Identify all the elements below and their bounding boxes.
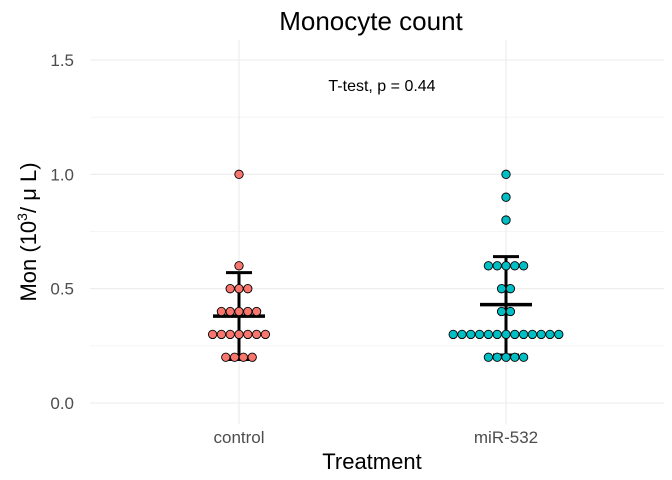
data-point [216,306,227,317]
data-point [234,261,244,271]
data-point [518,352,529,362]
y-tick-label: 1.0 [50,165,74,184]
data-point [527,329,538,340]
data-point [221,352,231,362]
data-point [510,352,520,362]
y-axis-title: Mon (103/ μ L) [14,162,41,301]
data-point [234,284,244,294]
summary-bars [213,255,532,362]
data-point [234,306,244,317]
data-point [457,329,467,340]
ttest-annotation: T-test, p = 0.44 [328,78,435,95]
data-point [243,329,253,340]
y-axis-title-suffix: / μ L) [16,162,41,213]
data-point [492,329,502,340]
data-point [496,306,507,317]
data-point [501,192,511,202]
data-point [483,261,494,271]
y-axis-ticks: 0.0 0.5 1.0 1.5 [50,51,74,413]
y-tick-label: 1.5 [50,51,74,70]
data-point [207,329,218,340]
data-point [501,329,511,340]
data-point [501,352,511,362]
data-point [448,329,458,340]
data-point [225,306,235,317]
data-point [501,169,511,179]
data-point [234,169,244,179]
x-axis-ticks: control miR-532 [213,428,538,447]
data-point [238,352,249,362]
y-axis-title-prefix: Mon (10 [16,221,41,302]
data-point [243,306,253,317]
x-tick-label: miR-532 [474,428,538,447]
data-point [243,284,253,294]
x-axis-title: Treatment [322,449,421,474]
data-point [483,329,494,340]
data-point [234,329,244,340]
data-point [251,306,262,317]
y-axis-title-sup: 3 [14,213,30,221]
data-point [505,284,516,294]
data-point [225,329,235,340]
data-point [545,329,555,340]
data-point [510,261,520,271]
data-points [207,169,564,362]
data-point [483,352,494,362]
data-point [536,329,546,340]
data-point [518,261,529,271]
data-point [492,352,502,362]
x-tick-label: control [213,428,264,447]
data-point [260,329,271,340]
data-point [518,329,529,340]
data-point [492,261,502,271]
data-point [474,329,485,340]
data-point [229,352,240,362]
data-point [510,329,520,340]
y-tick-label: 0.0 [50,394,74,413]
data-point [554,329,564,340]
chart-title: Monocyte count [279,6,463,36]
data-point [496,284,507,294]
data-point [251,329,262,340]
plot-grid [90,40,664,424]
data-point [466,329,476,340]
data-point [501,215,511,225]
data-point [501,261,511,271]
data-point [247,352,257,362]
data-point [505,306,516,317]
data-point [216,329,227,340]
y-tick-label: 0.5 [50,280,74,299]
data-point [225,284,235,294]
